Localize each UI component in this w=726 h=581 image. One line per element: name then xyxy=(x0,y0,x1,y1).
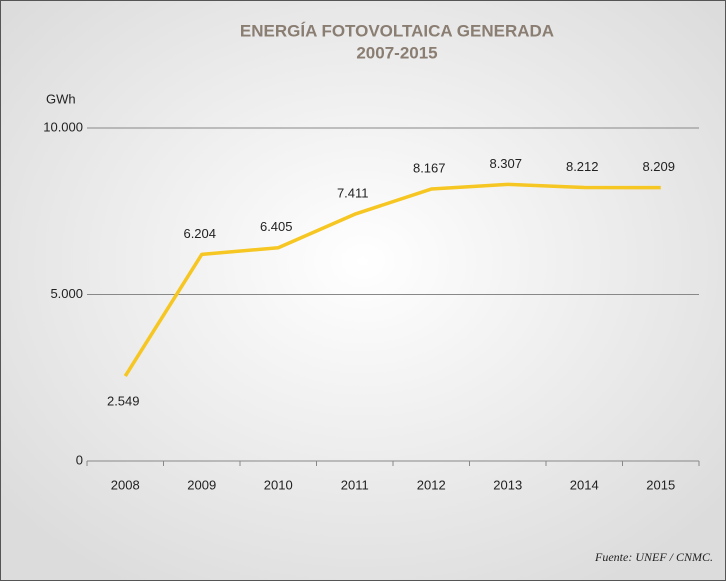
x-tick-label: 2009 xyxy=(187,477,216,492)
y-axis-label: GWh xyxy=(46,91,76,106)
data-label: 8.167 xyxy=(413,160,446,175)
y-tick-label: 5.000 xyxy=(50,286,83,301)
x-tick-label: 2013 xyxy=(493,477,522,492)
data-label: 2.549 xyxy=(107,394,140,409)
y-tick-label: 0 xyxy=(76,452,83,467)
x-tick-label: 2011 xyxy=(341,477,369,492)
y-tick-label: 10.000 xyxy=(43,119,83,134)
x-tick-label: 2015 xyxy=(646,477,675,492)
data-label: 7.411 xyxy=(337,186,369,201)
x-tick-label: 2010 xyxy=(264,477,293,492)
x-tick-label: 2014 xyxy=(570,477,599,492)
x-tick-label: 2012 xyxy=(417,477,446,492)
data-label: 8.209 xyxy=(642,159,675,174)
data-label: 8.307 xyxy=(489,156,522,171)
x-tick-label: 2008 xyxy=(111,477,140,492)
data-label: 8.212 xyxy=(566,159,599,174)
chart-title: ENERGÍA FOTOVOLTAICA GENERADA xyxy=(240,21,554,40)
data-line xyxy=(123,182,661,378)
data-label: 6.405 xyxy=(260,219,293,234)
chart-subtitle: 2007-2015 xyxy=(356,43,437,62)
source-note: Fuente: UNEF / CNMC. xyxy=(594,550,713,564)
data-label: 6.204 xyxy=(183,226,216,241)
